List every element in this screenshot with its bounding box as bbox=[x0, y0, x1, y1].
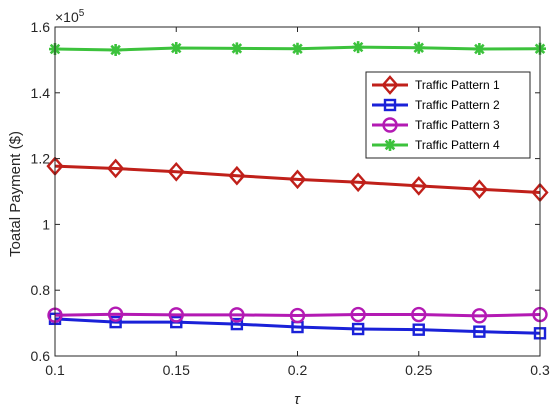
series-line bbox=[54, 312, 541, 318]
data-point bbox=[412, 323, 425, 336]
legend-entry: Traffic Pattern 1 bbox=[372, 75, 500, 95]
data-point bbox=[170, 315, 183, 329]
x-axis-label: τ bbox=[294, 391, 301, 408]
data-point bbox=[412, 41, 425, 54]
y-axis-multiplier: ×105 bbox=[55, 8, 85, 25]
data-point bbox=[230, 317, 244, 331]
data-point bbox=[471, 308, 488, 324]
legend-entry: Traffic Pattern 2 bbox=[372, 98, 500, 112]
data-point bbox=[288, 169, 307, 190]
legend-label: Traffic Pattern 3 bbox=[415, 118, 500, 132]
series-3 bbox=[47, 306, 548, 324]
series-1 bbox=[46, 156, 549, 203]
data-point bbox=[167, 161, 185, 182]
data-point bbox=[470, 179, 488, 200]
data-point bbox=[170, 42, 183, 55]
y-tick-label: 1.4 bbox=[31, 85, 51, 101]
series-line bbox=[54, 317, 541, 335]
legend-entry: Traffic Pattern 3 bbox=[372, 117, 500, 133]
data-point bbox=[289, 307, 306, 324]
data-point bbox=[291, 42, 304, 55]
data-point bbox=[473, 325, 486, 338]
data-point bbox=[228, 165, 246, 186]
y-tick-label: 1 bbox=[42, 216, 50, 232]
data-point bbox=[410, 176, 428, 196]
x-tick-label: 0.2 bbox=[288, 362, 308, 378]
data-point bbox=[109, 44, 122, 57]
data-point bbox=[473, 43, 486, 56]
legend-label: Traffic Pattern 1 bbox=[415, 78, 500, 92]
y-tick-label: 1.6 bbox=[31, 19, 51, 35]
data-point bbox=[168, 307, 184, 323]
legend-label: Traffic Pattern 2 bbox=[415, 98, 500, 112]
legend-entry: Traffic Pattern 4 bbox=[372, 138, 500, 152]
y-tick-label: 1.2 bbox=[31, 151, 51, 167]
data-point bbox=[107, 158, 125, 179]
data-point bbox=[352, 41, 365, 54]
data-point bbox=[107, 306, 124, 322]
x-tick-label: 0.1 bbox=[45, 362, 65, 378]
x-tick-label: 0.3 bbox=[530, 362, 550, 378]
legend-marker bbox=[384, 139, 396, 151]
y-axis-multiplier-exponent: 5 bbox=[79, 8, 85, 19]
data-point bbox=[229, 307, 245, 323]
data-point bbox=[230, 42, 243, 55]
ticks-layer: 0.1 0.15 0.2 0.25 0.3 0.6 0.8 1 1.2 1.4 1.6 bbox=[31, 19, 550, 378]
data-point bbox=[109, 315, 122, 329]
data-point bbox=[350, 306, 366, 323]
data-point bbox=[349, 172, 367, 193]
y-axis-multiplier-base: ×10 bbox=[55, 9, 79, 25]
legend-label: Traffic Pattern 4 bbox=[415, 138, 500, 152]
data-point bbox=[411, 306, 427, 323]
x-tick-label: 0.25 bbox=[405, 362, 432, 378]
legend-marker bbox=[383, 98, 397, 112]
legend-marker bbox=[381, 75, 399, 95]
y-tick-label: 0.8 bbox=[31, 282, 51, 298]
x-tick-label: 0.15 bbox=[163, 362, 190, 378]
data-point bbox=[351, 322, 365, 336]
y-axis-label: Toatal Payment ($) bbox=[7, 131, 24, 257]
legend-marker bbox=[382, 117, 398, 133]
series-line bbox=[54, 164, 541, 194]
y-tick-label: 0.6 bbox=[31, 348, 51, 364]
legend: Traffic Pattern 1 Traffic Pattern 2 Traffi… bbox=[365, 71, 531, 159]
